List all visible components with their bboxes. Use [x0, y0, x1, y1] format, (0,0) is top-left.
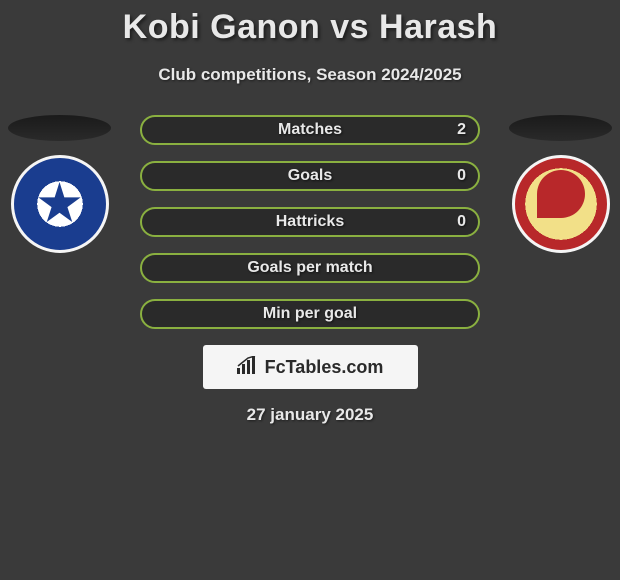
- player-right-shadow: [509, 115, 612, 141]
- subtitle: Club competitions, Season 2024/2025: [0, 65, 620, 85]
- player-left-shadow: [8, 115, 111, 141]
- stat-value: 2: [457, 121, 466, 139]
- club-badge-left: [11, 155, 109, 253]
- chart-icon: [237, 356, 259, 379]
- date-text: 27 january 2025: [0, 405, 620, 425]
- stat-label: Goals per match: [247, 259, 372, 277]
- page-title: Kobi Ganon vs Harash: [0, 0, 620, 47]
- stat-label: Matches: [278, 121, 342, 139]
- player-left-panel: [8, 115, 111, 253]
- stat-row-hattricks: Hattricks 0: [140, 207, 480, 237]
- club-badge-right: [512, 155, 610, 253]
- stat-row-goals: Goals 0: [140, 161, 480, 191]
- stat-value: 0: [457, 213, 466, 231]
- brand-text: FcTables.com: [265, 357, 384, 378]
- stat-row-matches: Matches 2: [140, 115, 480, 145]
- brand-box: FcTables.com: [203, 345, 418, 389]
- stat-value: 0: [457, 167, 466, 185]
- stat-label: Hattricks: [276, 213, 344, 231]
- stat-label: Goals: [288, 167, 332, 185]
- stat-row-goals-per-match: Goals per match: [140, 253, 480, 283]
- stat-row-min-per-goal: Min per goal: [140, 299, 480, 329]
- player-right-panel: [509, 115, 612, 253]
- stat-label: Min per goal: [263, 305, 357, 323]
- stats-column: Matches 2 Goals 0 Hattricks 0 Goals per …: [140, 115, 480, 329]
- content-area: Matches 2 Goals 0 Hattricks 0 Goals per …: [0, 115, 620, 425]
